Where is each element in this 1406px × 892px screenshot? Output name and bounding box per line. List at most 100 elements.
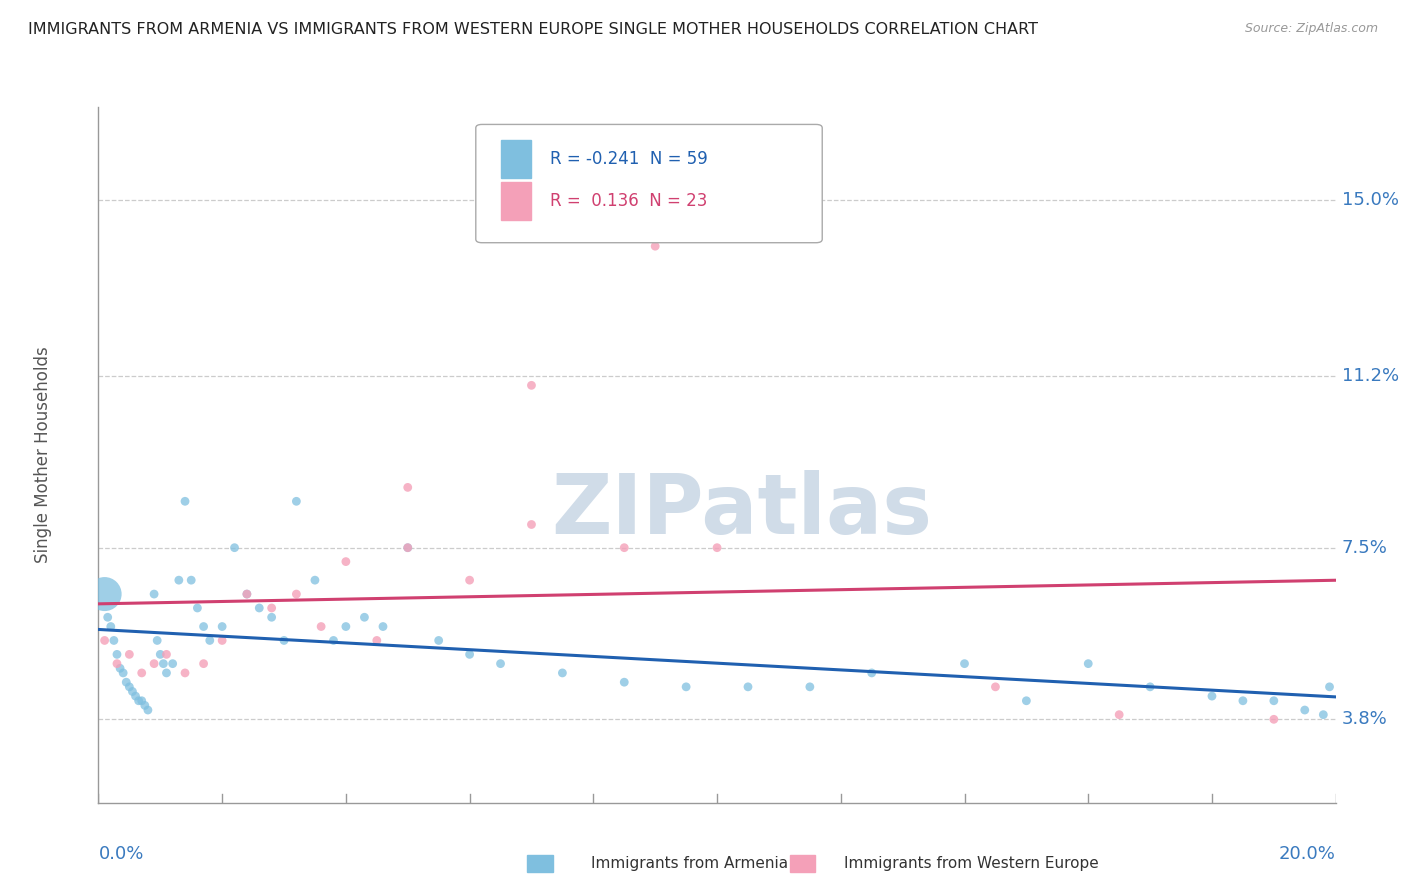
Point <box>131 694 153 708</box>
Point <box>236 587 259 601</box>
Text: Immigrants from Western Europe: Immigrants from Western Europe <box>844 856 1098 871</box>
Point <box>115 675 138 690</box>
Point <box>100 619 122 633</box>
Point <box>131 665 153 680</box>
Point <box>186 601 208 615</box>
Point <box>322 633 344 648</box>
Point <box>198 633 221 648</box>
Point <box>146 633 169 648</box>
Text: 11.2%: 11.2% <box>1341 368 1399 385</box>
Point <box>613 675 636 690</box>
Point <box>396 480 419 494</box>
Point <box>953 657 976 671</box>
Point <box>152 657 174 671</box>
Point <box>128 694 150 708</box>
Point <box>860 665 883 680</box>
Point <box>520 517 543 532</box>
Point <box>304 573 326 587</box>
Text: R = -0.241  N = 59: R = -0.241 N = 59 <box>550 150 707 169</box>
Point <box>121 684 143 698</box>
Point <box>118 648 141 662</box>
Text: Source: ZipAtlas.com: Source: ZipAtlas.com <box>1244 22 1378 36</box>
Point <box>193 619 215 633</box>
Text: 20.0%: 20.0% <box>1279 845 1336 863</box>
Point <box>174 665 197 680</box>
Point <box>143 587 166 601</box>
Point <box>366 633 388 648</box>
Text: 15.0%: 15.0% <box>1341 191 1399 209</box>
Point <box>1263 712 1285 726</box>
Point <box>737 680 759 694</box>
Text: Immigrants from Armenia: Immigrants from Armenia <box>591 856 787 871</box>
Point <box>124 689 146 703</box>
Point <box>108 661 131 675</box>
Point <box>458 573 481 587</box>
Point <box>285 494 308 508</box>
Point <box>458 648 481 662</box>
Point <box>118 680 141 694</box>
Point <box>371 619 394 633</box>
Point <box>551 665 574 680</box>
Point <box>103 633 125 648</box>
Point <box>1294 703 1316 717</box>
Point <box>236 587 259 601</box>
Point <box>93 633 115 648</box>
Point <box>799 680 821 694</box>
Point <box>1139 680 1161 694</box>
Point <box>1201 689 1223 703</box>
Point <box>134 698 156 713</box>
Point <box>613 541 636 555</box>
Point <box>224 541 246 555</box>
Point <box>136 703 159 717</box>
Point <box>273 633 295 648</box>
Point <box>706 541 728 555</box>
FancyBboxPatch shape <box>501 140 531 178</box>
Point <box>335 619 357 633</box>
Point <box>1077 657 1099 671</box>
Point <box>396 541 419 555</box>
Text: R =  0.136  N = 23: R = 0.136 N = 23 <box>550 192 707 210</box>
Point <box>1232 694 1254 708</box>
Point <box>247 601 270 615</box>
Point <box>174 494 197 508</box>
Text: 3.8%: 3.8% <box>1341 710 1388 728</box>
Point <box>97 610 120 624</box>
Point <box>193 657 215 671</box>
Point <box>644 239 666 253</box>
Point <box>167 573 190 587</box>
Point <box>396 541 419 555</box>
Point <box>260 610 283 624</box>
Point <box>335 555 357 569</box>
Text: ZIPatlas: ZIPatlas <box>551 470 932 551</box>
Point <box>1319 680 1341 694</box>
Point <box>105 648 128 662</box>
Point <box>1015 694 1038 708</box>
Point <box>211 633 233 648</box>
FancyBboxPatch shape <box>501 182 531 220</box>
Point <box>520 378 543 392</box>
Point <box>180 573 202 587</box>
Point <box>309 619 332 633</box>
Text: IMMIGRANTS FROM ARMENIA VS IMMIGRANTS FROM WESTERN EUROPE SINGLE MOTHER HOUSEHOL: IMMIGRANTS FROM ARMENIA VS IMMIGRANTS FR… <box>28 22 1038 37</box>
Point <box>155 665 177 680</box>
Point <box>143 657 166 671</box>
Point <box>211 619 233 633</box>
Text: Single Mother Households: Single Mother Households <box>34 347 52 563</box>
Point <box>162 657 184 671</box>
Point <box>93 587 115 601</box>
Point <box>260 601 283 615</box>
Point <box>489 657 512 671</box>
Point <box>427 633 450 648</box>
Point <box>1108 707 1130 722</box>
Point <box>1263 694 1285 708</box>
Point <box>155 648 177 662</box>
Point <box>112 665 135 680</box>
Text: 0.0%: 0.0% <box>98 845 143 863</box>
Point <box>675 680 697 694</box>
Text: 7.5%: 7.5% <box>1341 539 1388 557</box>
Point <box>105 657 128 671</box>
Point <box>353 610 375 624</box>
Point <box>984 680 1007 694</box>
FancyBboxPatch shape <box>475 124 823 243</box>
Point <box>1312 707 1334 722</box>
